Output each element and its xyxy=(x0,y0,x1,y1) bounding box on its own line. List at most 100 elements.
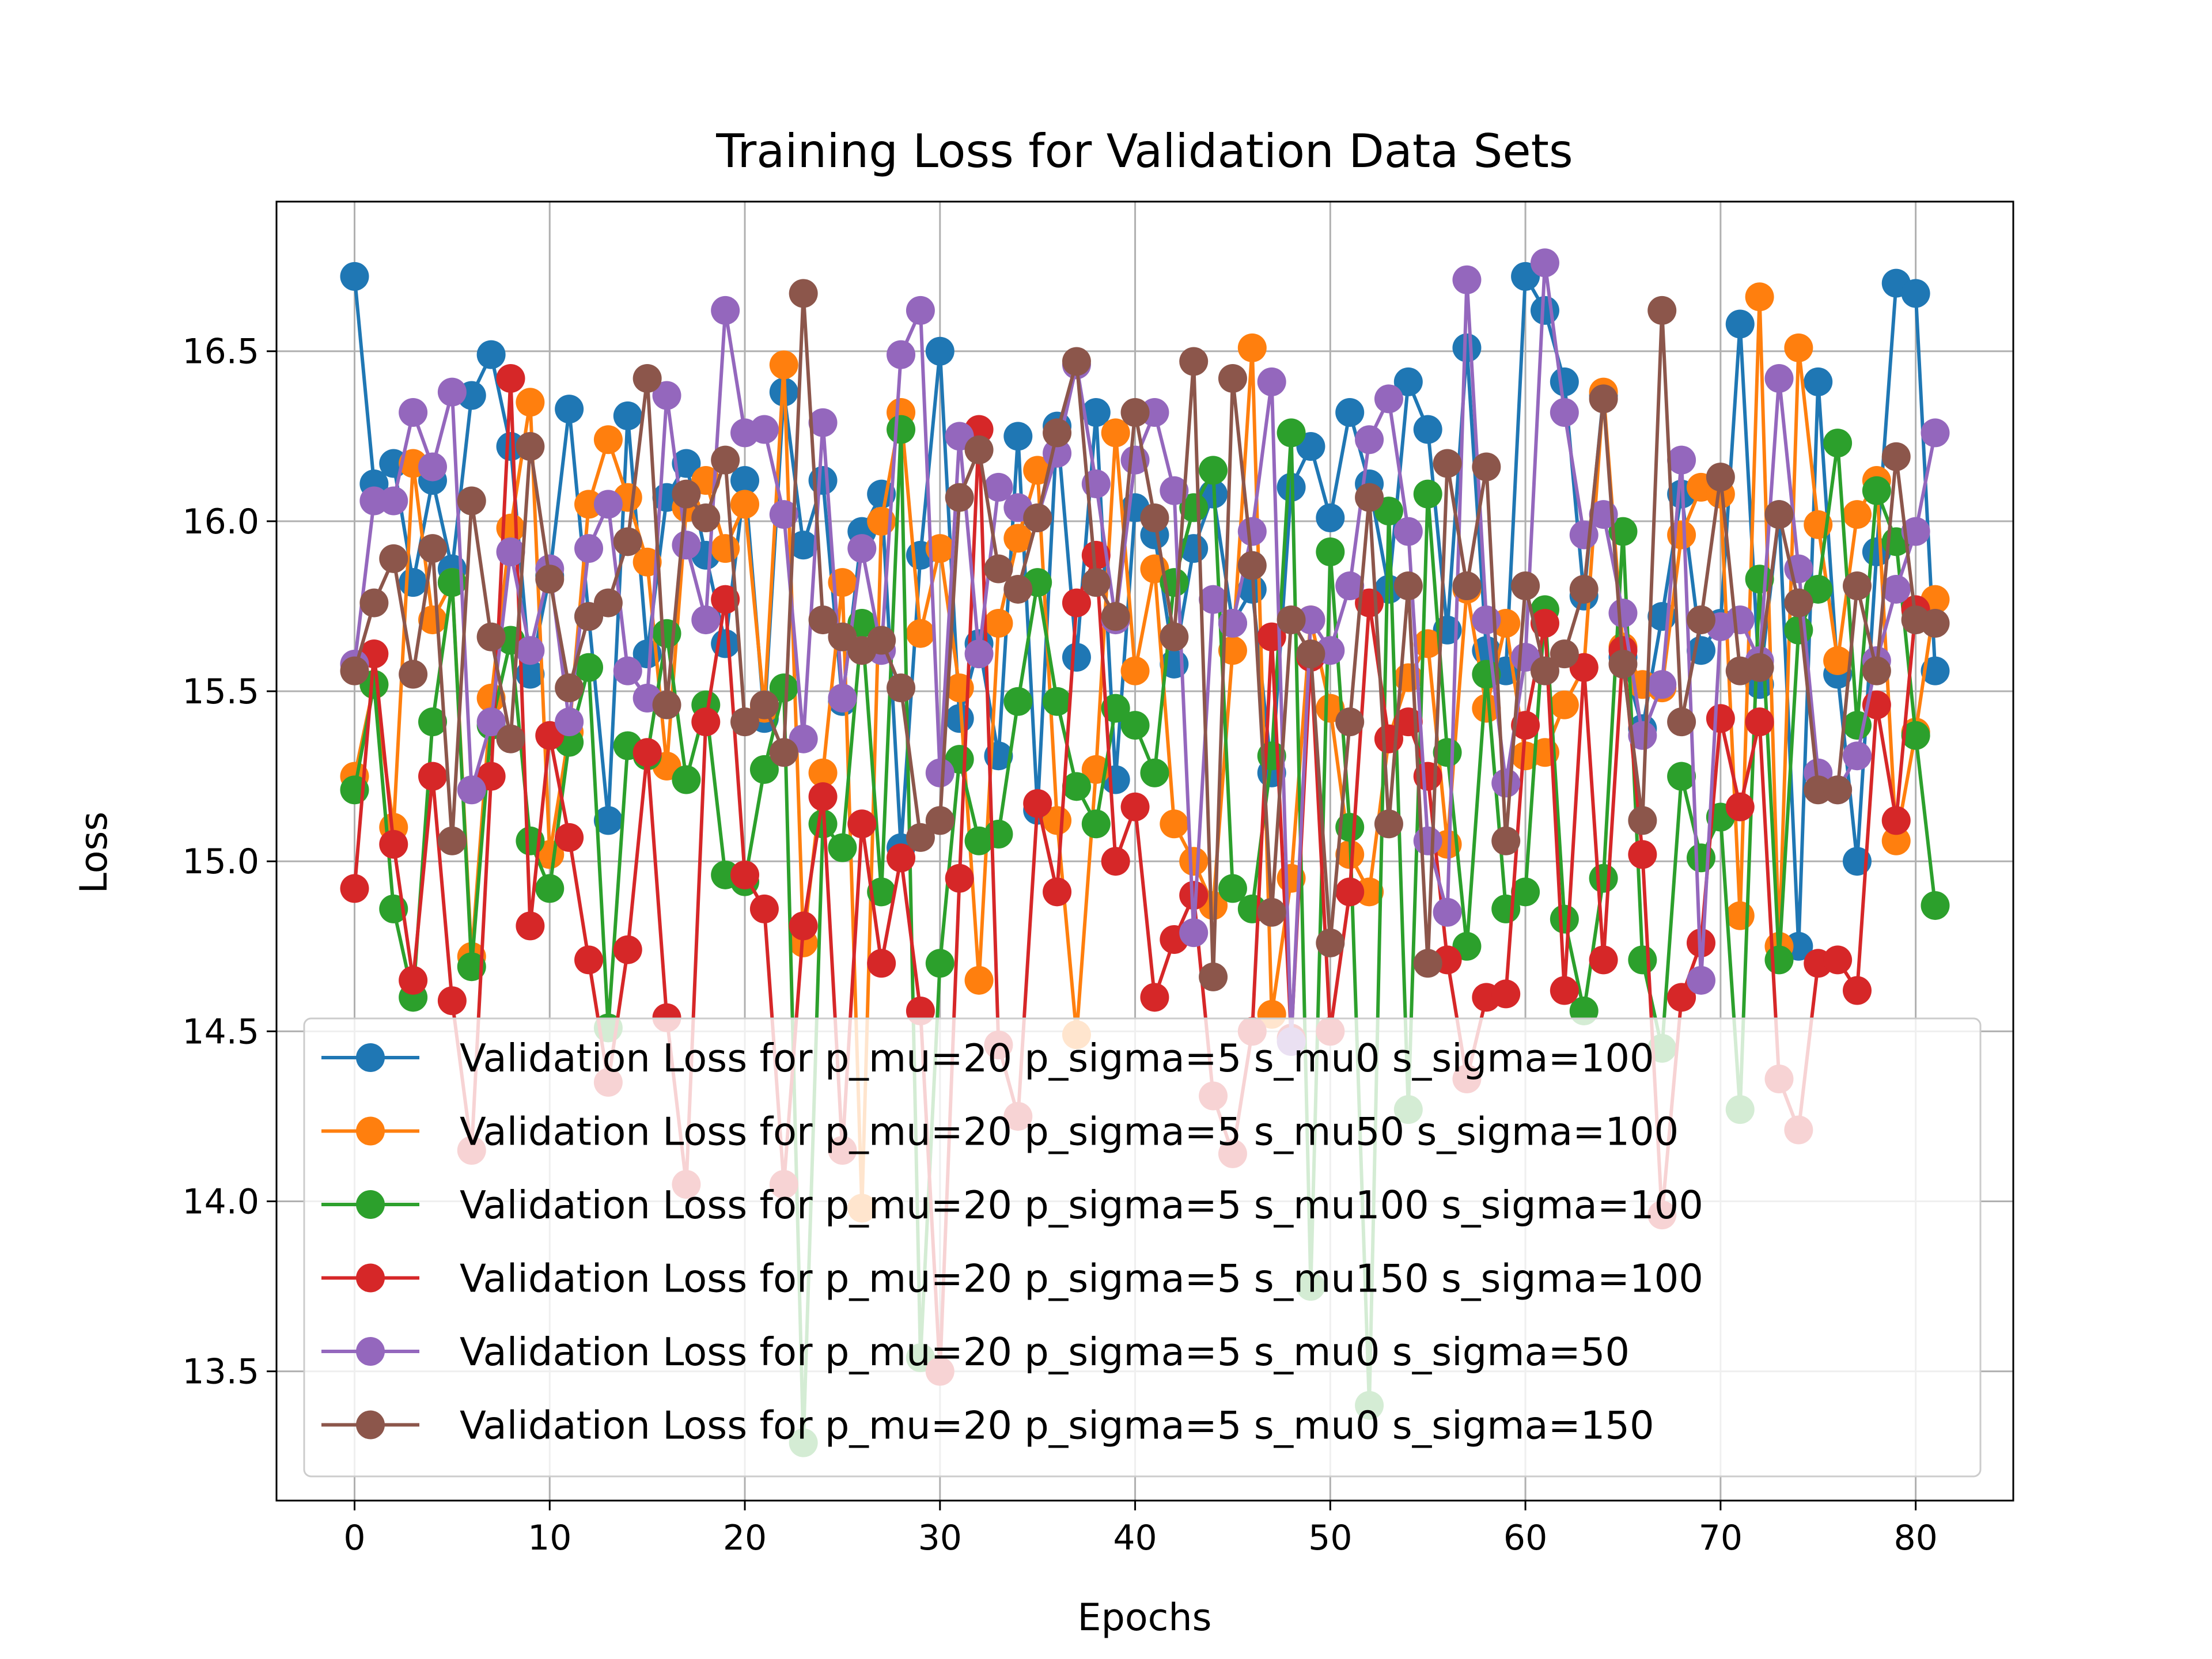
data-point xyxy=(789,911,818,941)
y-tick-label: 15.5 xyxy=(182,672,259,712)
data-point xyxy=(1120,792,1150,821)
legend-marker xyxy=(356,1337,385,1366)
data-point xyxy=(418,762,448,791)
data-point xyxy=(496,724,525,753)
data-point xyxy=(867,877,896,907)
data-point xyxy=(1608,599,1638,628)
data-point xyxy=(359,588,389,618)
data-point xyxy=(1452,333,1482,362)
data-point xyxy=(1393,367,1423,396)
data-point xyxy=(1257,367,1286,396)
data-point xyxy=(1881,826,1911,855)
data-point xyxy=(399,965,428,995)
legend-item: Validation Loss for p_mu=20 p_sigma=5 s_… xyxy=(321,1256,1703,1301)
data-point xyxy=(418,707,448,737)
data-point xyxy=(418,534,448,563)
data-point xyxy=(555,395,584,424)
legend-label: Validation Loss for p_mu=20 p_sigma=5 s_… xyxy=(460,1330,1630,1374)
data-point xyxy=(1862,656,1891,685)
data-point xyxy=(457,952,486,982)
series-line xyxy=(353,295,1937,1210)
data-point xyxy=(1589,945,1618,975)
data-point xyxy=(1842,571,1872,601)
data-point xyxy=(437,826,467,855)
data-point xyxy=(1686,843,1715,873)
chart-title: Training Loss for Validation Data Sets xyxy=(715,124,1573,178)
axis-ticks: 0 10 20 30 40 50 60 70 80 13.5 14.0 14.5 15.0 15.5 16.… xyxy=(182,332,1937,1558)
series-line xyxy=(353,291,1936,979)
data-point xyxy=(476,340,506,369)
data-point xyxy=(1628,945,1657,975)
data-point xyxy=(1120,711,1150,740)
data-point xyxy=(418,452,448,482)
legend-marker xyxy=(356,1190,385,1219)
data-point xyxy=(1784,333,1813,362)
data-point xyxy=(1511,711,1540,740)
data-point xyxy=(1199,585,1228,614)
data-point xyxy=(340,262,369,291)
data-point xyxy=(1335,397,1365,427)
legend-item: Validation Loss for p_mu=20 p_sigma=5 s_… xyxy=(321,1403,1654,1448)
data-point xyxy=(887,415,916,444)
legend-label: Validation Loss for p_mu=20 p_sigma=5 s_… xyxy=(460,1109,1679,1154)
data-point xyxy=(1842,976,1872,1005)
data-point xyxy=(1608,517,1638,546)
data-point xyxy=(1179,918,1209,948)
data-point xyxy=(1413,826,1442,855)
data-point xyxy=(1921,656,1950,685)
data-point xyxy=(1725,605,1755,635)
data-point xyxy=(1003,574,1033,604)
data-point xyxy=(1140,758,1169,787)
data-point xyxy=(593,588,623,618)
data-point xyxy=(672,765,701,794)
data-point xyxy=(379,544,408,573)
data-point xyxy=(1764,363,1794,393)
data-point xyxy=(1140,983,1169,1012)
data-point xyxy=(925,806,955,835)
data-point xyxy=(1550,367,1579,396)
data-point xyxy=(887,340,916,369)
data-point xyxy=(652,381,681,410)
data-point xyxy=(340,656,369,685)
data-point xyxy=(1901,517,1930,546)
legend-item: Validation Loss for p_mu=20 p_sigma=5 s_… xyxy=(321,1330,1630,1374)
data-point xyxy=(1901,279,1930,308)
data-point xyxy=(1335,877,1365,907)
data-point xyxy=(1218,608,1247,638)
data-point xyxy=(1550,639,1579,669)
data-point xyxy=(945,863,974,893)
data-point xyxy=(1160,809,1189,839)
data-point xyxy=(730,860,760,889)
data-point xyxy=(1764,945,1794,975)
legend-item: Validation Loss for p_mu=20 p_sigma=5 s_… xyxy=(321,1109,1679,1154)
plot-frame xyxy=(275,200,2014,1502)
data-point xyxy=(1530,656,1559,685)
data-point xyxy=(906,823,935,852)
data-point xyxy=(1491,826,1521,855)
data-point xyxy=(1179,847,1209,876)
data-point xyxy=(808,758,838,787)
data-point xyxy=(574,945,604,975)
data-point xyxy=(1062,347,1091,376)
data-point xyxy=(1452,571,1482,601)
data-point xyxy=(476,707,506,737)
data-point xyxy=(1725,309,1755,339)
data-point xyxy=(437,377,467,407)
x-tick-label: 40 xyxy=(1113,1518,1157,1558)
data-point xyxy=(1393,517,1423,546)
legend-label: Validation Loss for p_mu=20 p_sigma=5 s_… xyxy=(460,1256,1703,1301)
data-point xyxy=(867,626,896,655)
data-point xyxy=(887,673,916,703)
data-point xyxy=(1237,551,1267,580)
data-point xyxy=(613,935,642,964)
data-point xyxy=(691,707,721,737)
data-point xyxy=(1881,806,1911,835)
data-point xyxy=(1433,449,1462,478)
data-point xyxy=(1589,384,1618,414)
data-point xyxy=(769,350,798,380)
data-point xyxy=(1003,524,1033,553)
data-point xyxy=(1881,574,1911,604)
data-point xyxy=(672,479,701,509)
data-point xyxy=(1413,629,1442,658)
